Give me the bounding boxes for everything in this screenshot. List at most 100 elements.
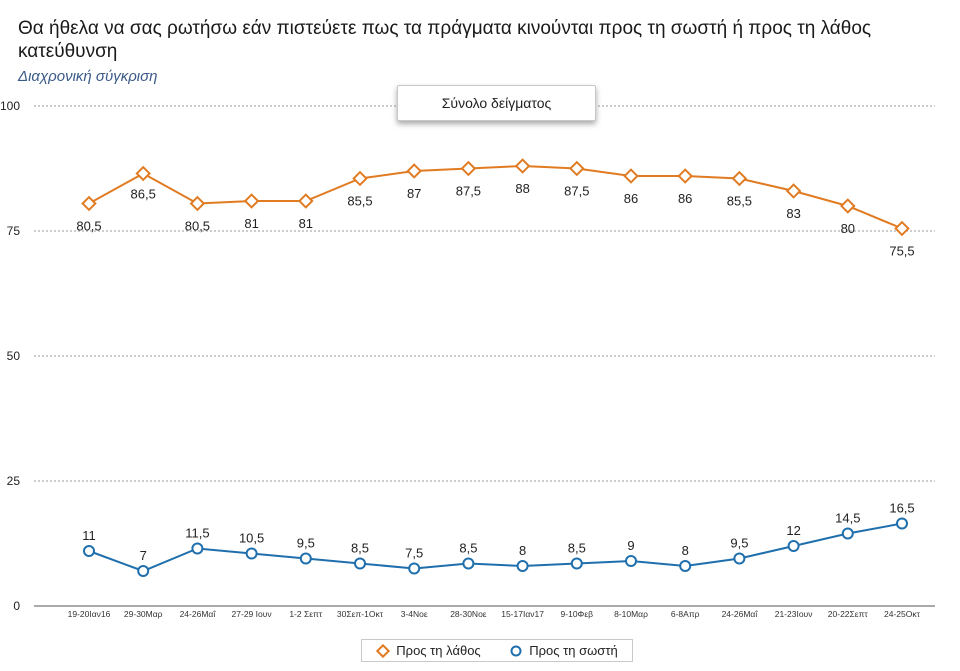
data-label: 75,5 <box>889 244 914 259</box>
data-label: 8,5 <box>459 541 477 556</box>
sample-selector[interactable]: Σύνολο δείγματος <box>397 85 596 121</box>
data-point-wrong <box>460 160 477 177</box>
diamond-marker-icon <box>376 643 391 658</box>
x-tick-label: 21-23Ιουν <box>775 609 813 619</box>
data-label: 12 <box>786 523 800 538</box>
data-point-right <box>841 527 854 540</box>
data-point-wrong <box>298 193 314 209</box>
x-tick-label: 24-25Οκτ <box>884 609 921 619</box>
data-point-wrong <box>785 183 802 199</box>
data-point-right <box>679 560 692 572</box>
data-label: 11 <box>82 528 96 543</box>
data-label: 80 <box>841 221 855 236</box>
data-point-right <box>83 545 95 557</box>
x-tick-label: 8-10Μαρ <box>614 609 648 619</box>
data-label: 83 <box>786 206 800 221</box>
data-point-right <box>354 557 366 570</box>
data-label: 87,5 <box>456 184 481 199</box>
data-label: 85,5 <box>347 194 372 209</box>
data-label: 14,5 <box>835 511 860 526</box>
data-point-wrong <box>189 195 206 212</box>
series-line-0 <box>88 164 903 230</box>
data-point-wrong <box>406 163 422 179</box>
x-tick-label: 19-20Ιαν16 <box>68 609 111 619</box>
data-point-wrong <box>623 168 639 184</box>
x-tick-label: 15-17Ιαν17 <box>501 609 544 619</box>
data-point-wrong <box>243 193 260 209</box>
data-point-right <box>245 547 258 560</box>
data-point-wrong <box>677 168 693 184</box>
y-tick-label: 50 <box>7 349 21 363</box>
x-tick-label: 24-26Μαΐ <box>180 609 217 619</box>
data-label: 80,5 <box>185 219 210 234</box>
y-tick-label: 0 <box>13 599 20 613</box>
x-tick-label: 9-10Φεβ <box>561 609 594 619</box>
data-label: 80,5 <box>76 219 101 234</box>
x-tick-label: 28-30Νοε <box>450 609 487 619</box>
chart-title: Θα ήθελα να σας ρωτήσω εάν πιστεύετε πως… <box>18 18 872 62</box>
data-label: 8,5 <box>351 541 369 556</box>
y-tick-label: 100 <box>0 99 20 113</box>
data-label: 8,5 <box>568 541 586 556</box>
data-label: 9,5 <box>730 536 748 551</box>
data-point-right <box>625 555 637 567</box>
data-label: 88 <box>515 181 529 196</box>
data-label: 11,5 <box>185 526 209 541</box>
data-point-wrong <box>840 198 856 214</box>
data-point-right <box>462 557 475 570</box>
x-tick-label: 6-8Απρ <box>671 609 700 619</box>
data-label: 16,5 <box>889 501 914 516</box>
x-tick-label: 24-26Μαΐ <box>722 609 759 619</box>
x-tick-label: 27-29 Ιουν <box>232 609 272 619</box>
data-label: 86 <box>678 191 692 206</box>
data-point-right <box>137 565 150 577</box>
data-point-right <box>896 517 908 530</box>
y-tick-label: 25 <box>7 474 21 488</box>
data-point-wrong <box>894 220 910 237</box>
data-label: 81 <box>299 216 313 231</box>
grid-layer <box>34 105 935 607</box>
data-point-right <box>191 542 204 555</box>
data-label: 85,5 <box>727 194 752 209</box>
data-label: 7,5 <box>405 546 423 561</box>
data-label: 87 <box>407 186 421 201</box>
data-label: 7 <box>140 548 147 563</box>
data-point-wrong <box>569 160 585 177</box>
legend-item-right: Προς τη σωστή <box>509 643 618 658</box>
data-label: 86 <box>624 191 638 206</box>
data-point-wrong <box>352 170 368 187</box>
data-label: 8 <box>682 543 689 558</box>
data-point-right <box>787 540 800 552</box>
data-label: 8 <box>519 543 526 558</box>
data-point-right <box>299 552 312 565</box>
legend: Προς τη λάθος Προς τη σωστή <box>361 639 633 662</box>
data-label: 87,5 <box>564 184 589 199</box>
x-tick-label: 29-30Μαρ <box>124 609 163 619</box>
legend-label-wrong: Προς τη λάθος <box>396 643 481 658</box>
legend-item-wrong: Προς τη λάθος <box>376 643 481 658</box>
series-layer <box>81 158 910 577</box>
x-tick-label: 20-22Σεπτ <box>828 609 869 619</box>
axis-layer: 0 25 50 75 100 19-20Ιαν16 29-30Μαρ 24-26Μαΐ 27-2… <box>0 99 921 619</box>
data-point-right <box>733 552 746 565</box>
data-point-right <box>516 560 529 572</box>
data-point-wrong <box>514 158 531 174</box>
x-tick-label: 30Σεπ-1Οκτ <box>337 609 384 619</box>
x-tick-label: 3-4Νοε <box>401 609 428 619</box>
series-line-1 <box>88 522 903 573</box>
data-label: 10,5 <box>239 531 264 546</box>
x-tick-label: 1-2 Σεπτ <box>289 609 323 619</box>
data-label: 86,5 <box>131 187 156 202</box>
y-tick-label: 75 <box>7 224 21 238</box>
data-point-right <box>408 562 421 575</box>
circle-marker-icon <box>510 645 522 656</box>
legend-label-right: Προς τη σωστή <box>529 643 618 658</box>
chart-subtitle: Διαχρονική σύγκριση <box>18 68 158 85</box>
data-point-right <box>570 557 583 570</box>
data-point-wrong <box>135 165 151 182</box>
data-point-wrong <box>731 170 748 187</box>
data-label: 81 <box>244 216 258 231</box>
data-point-wrong <box>81 195 97 212</box>
